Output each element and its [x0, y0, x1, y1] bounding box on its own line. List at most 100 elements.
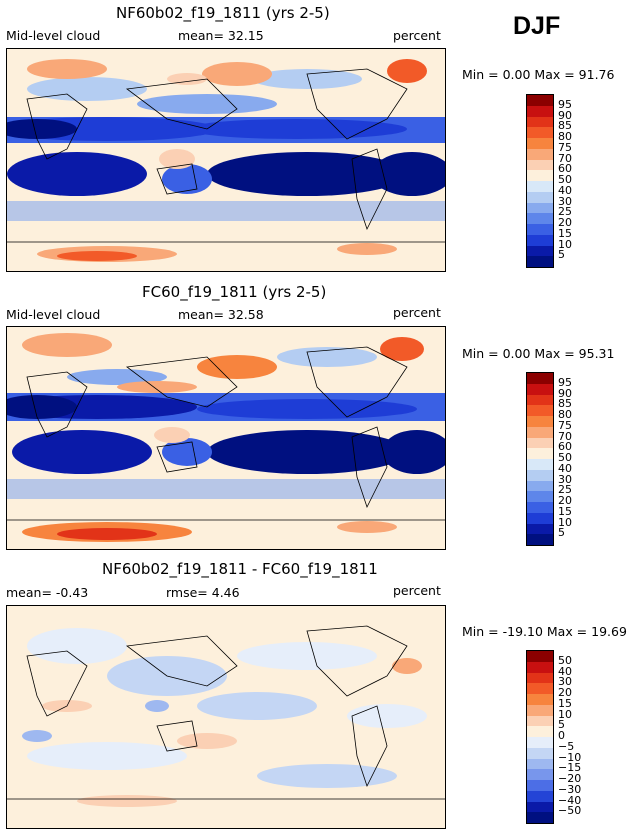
- colorbar-swatch: [527, 181, 553, 192]
- colorbar-swatch: [527, 737, 553, 748]
- colorbar-tick-label: 95: [558, 97, 572, 111]
- colorbar-swatch: [527, 234, 553, 246]
- colorbar-tick-label: 15: [558, 696, 572, 710]
- colorbar-swatch: [527, 523, 553, 535]
- panel-3-map: [6, 605, 446, 829]
- colorbar-swatch: [527, 480, 553, 492]
- colorbar-swatch: [527, 534, 553, 545]
- colorbar-swatch: [527, 769, 553, 780]
- colorbar-tick-label: −10: [558, 750, 582, 764]
- panel-2-title: FC60_f19_1811 (yrs 2-5): [142, 283, 327, 301]
- colorbar-swatch: [527, 394, 553, 406]
- colorbar-swatch: [527, 373, 553, 384]
- colorbar-tick-label: 25: [558, 205, 572, 219]
- colorbar-swatch: [527, 148, 553, 160]
- colorbar-tick-label: 50: [558, 653, 572, 667]
- panel-2-map: [6, 326, 446, 550]
- colorbar-swatch: [527, 758, 553, 770]
- colorbar-tick-label: 15: [558, 226, 572, 240]
- colorbar-tick-label: 85: [558, 397, 572, 411]
- colorbar-swatch: [527, 202, 553, 214]
- colorbar-tick-label: 10: [558, 237, 572, 251]
- colorbar-swatch: [527, 224, 553, 235]
- colorbar-tick-label: 0: [558, 729, 565, 742]
- colorbar-tick-label: 70: [558, 151, 572, 165]
- colorbar-tick-label: 20: [558, 686, 572, 699]
- colorbar-swatch: [527, 651, 553, 662]
- panel-3-rmse: rmse= 4.46: [166, 585, 240, 600]
- colorbar-swatch: [527, 801, 553, 813]
- colorbar-swatch: [527, 812, 553, 823]
- season-label: DJF: [513, 12, 561, 40]
- panel-2-minmax: Min = 0.00 Max = 95.31: [462, 346, 615, 361]
- colorbar-swatch: [527, 790, 553, 802]
- colorbar-swatch: [527, 256, 553, 267]
- colorbar-swatch: [527, 170, 553, 181]
- colorbar-swatch: [527, 437, 553, 449]
- colorbar-tick-label: 20: [558, 494, 572, 507]
- colorbar-tick-label: 5: [558, 526, 565, 540]
- panel-2-mean: mean= 32.58: [178, 307, 264, 322]
- colorbar-swatch: [527, 726, 553, 737]
- colorbar-tick-label: 40: [558, 183, 572, 197]
- colorbar-tick-label: 5: [558, 718, 565, 732]
- panel-3-colorbar: [526, 650, 554, 824]
- colorbar-swatch: [527, 105, 553, 117]
- colorbar-swatch: [527, 95, 553, 106]
- colorbar-tick-label: 80: [558, 408, 572, 421]
- colorbar-tick-label: −15: [558, 761, 582, 775]
- panel-1-colorbar: [526, 94, 554, 268]
- panel-2-colorbar: [526, 372, 554, 546]
- colorbar-swatch: [527, 213, 553, 224]
- panel-1-variable: Mid-level cloud: [6, 28, 101, 43]
- colorbar-swatch: [527, 405, 553, 416]
- colorbar-tick-label: 10: [558, 707, 572, 721]
- colorbar-swatch: [527, 383, 553, 395]
- colorbar-swatch: [527, 459, 553, 470]
- colorbar-tick-label: −5: [558, 739, 575, 753]
- colorbar-swatch: [527, 780, 553, 791]
- colorbar-swatch: [527, 747, 553, 759]
- colorbar-tick-label: 40: [558, 461, 572, 475]
- colorbar-swatch: [527, 672, 553, 684]
- colorbar-tick-label: −50: [558, 804, 582, 818]
- colorbar-tick-label: 30: [558, 194, 572, 208]
- colorbar-swatch: [527, 448, 553, 459]
- colorbar-tick-label: 80: [558, 130, 572, 143]
- colorbar-tick-label: 10: [558, 515, 572, 529]
- colorbar-swatch: [527, 426, 553, 438]
- colorbar-tick-label: 60: [558, 440, 572, 454]
- panel-3-mean: mean= -0.43: [6, 585, 89, 600]
- colorbar-swatch: [527, 116, 553, 128]
- colorbar-tick-label: −30: [558, 782, 582, 796]
- colorbar-swatch: [527, 491, 553, 502]
- colorbar-swatch: [527, 502, 553, 513]
- colorbar-tick-label: 15: [558, 504, 572, 518]
- colorbar-tick-label: 90: [558, 108, 572, 122]
- colorbar-swatch: [527, 127, 553, 138]
- panel-2-variable: Mid-level cloud: [6, 307, 101, 322]
- colorbar-swatch: [527, 512, 553, 524]
- colorbar-tick-label: 20: [558, 216, 572, 229]
- colorbar-tick-label: 40: [558, 664, 572, 678]
- colorbar-tick-label: 85: [558, 119, 572, 133]
- colorbar-tick-label: 75: [558, 418, 572, 432]
- colorbar-swatch: [527, 245, 553, 257]
- colorbar-tick-label: 30: [558, 675, 572, 689]
- panel-1-title: NF60b02_f19_1811 (yrs 2-5): [116, 4, 330, 22]
- colorbar-tick-label: 5: [558, 248, 565, 262]
- colorbar-tick-label: 25: [558, 483, 572, 497]
- colorbar-tick-label: 50: [558, 451, 572, 464]
- colorbar-swatch: [527, 683, 553, 694]
- colorbar-tick-label: 70: [558, 429, 572, 443]
- panel-3-units: percent: [393, 583, 441, 598]
- panel-2-units: percent: [393, 305, 441, 320]
- colorbar-swatch: [527, 159, 553, 171]
- panel-1-minmax: Min = 0.00 Max = 91.76: [462, 67, 615, 82]
- panel-3-minmax: Min = -19.10 Max = 19.69: [462, 624, 627, 639]
- colorbar-swatch: [527, 138, 553, 149]
- colorbar-tick-label: 50: [558, 173, 572, 186]
- colorbar-swatch: [527, 191, 553, 203]
- colorbar-swatch: [527, 704, 553, 716]
- colorbar-swatch: [527, 715, 553, 727]
